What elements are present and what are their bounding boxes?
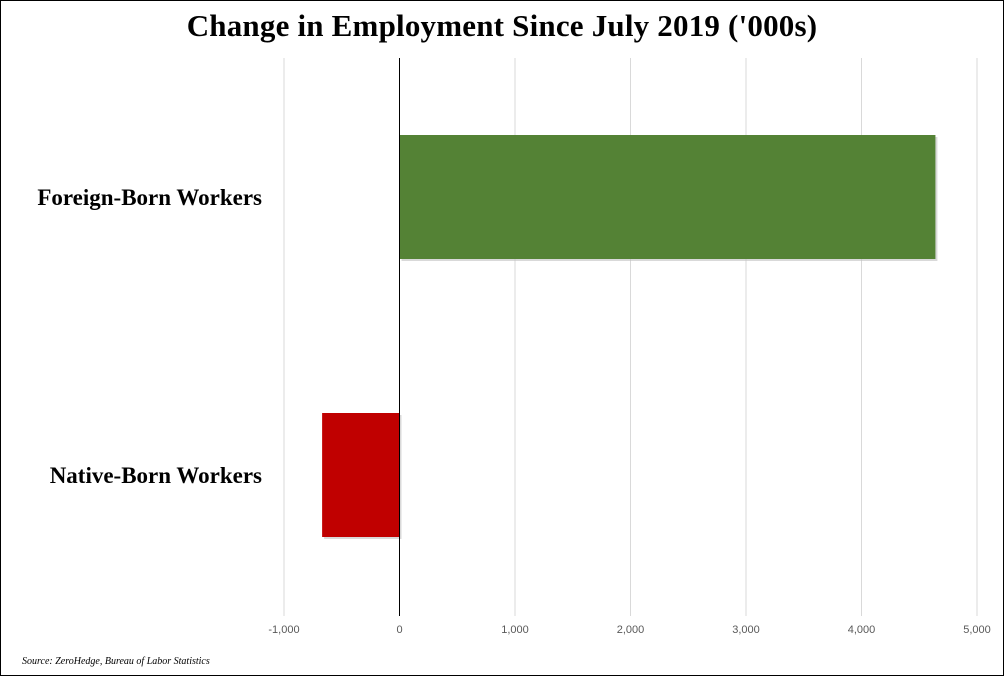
x-tick-label: 5,000 bbox=[963, 624, 991, 636]
x-tick-label: 2,000 bbox=[617, 624, 645, 636]
x-tick-label: 1,000 bbox=[501, 624, 529, 636]
bar-foreign-born bbox=[399, 135, 936, 259]
x-tick-label: 3,000 bbox=[732, 624, 760, 636]
x-tick-label: -1,000 bbox=[268, 624, 299, 636]
x-tick-label: 4,000 bbox=[848, 624, 876, 636]
bar-native-born bbox=[322, 413, 400, 537]
category-label: Foreign-Born Workers bbox=[37, 185, 262, 210]
source-note: Source: ZeroHedge, Bureau of Labor Stati… bbox=[22, 656, 210, 667]
chart-title: Change in Employment Since July 2019 ('0… bbox=[186, 8, 818, 43]
x-tick-label: 0 bbox=[396, 624, 402, 636]
category-label: Native-Born Workers bbox=[50, 463, 262, 488]
